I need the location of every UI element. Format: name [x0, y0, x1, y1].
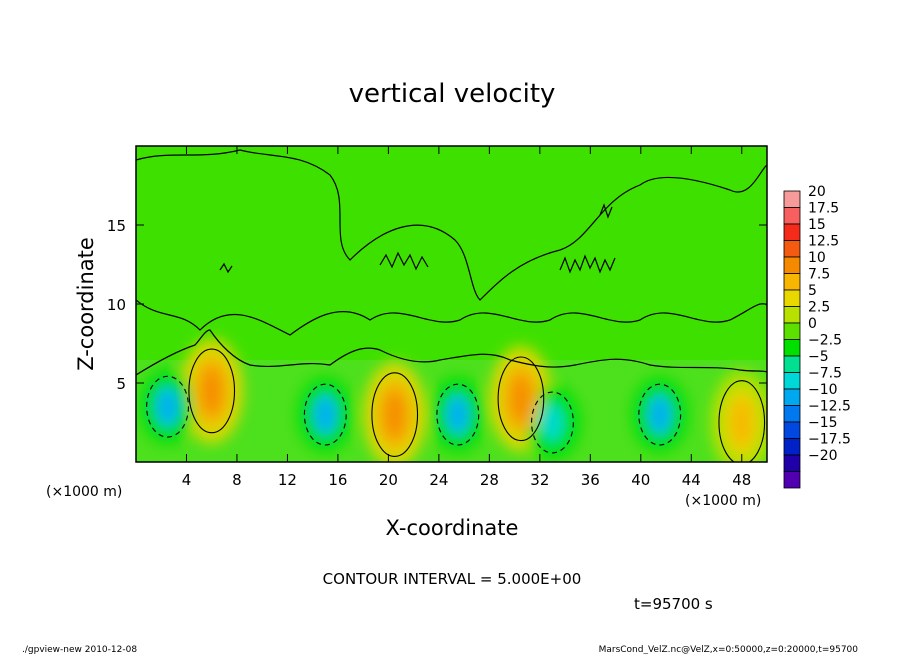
colorbar-segment — [783, 240, 801, 258]
colorbar-segment — [783, 289, 801, 307]
x-axis-ticks: 4 8 12 16 20 24 28 32 36 40 44 48 — [182, 146, 751, 489]
updraft-contour — [718, 380, 766, 462]
x-tick-label: 12 — [278, 471, 297, 489]
x-tick-label: 4 — [182, 471, 192, 489]
downdraft-contour — [531, 391, 574, 454]
x-axis-label: X-coordinate — [386, 516, 519, 540]
colorbar-label: −2.5 — [808, 333, 842, 349]
x-tick-label: 48 — [732, 471, 751, 489]
cell-contours — [146, 348, 766, 462]
colorbar-label: −15 — [808, 415, 838, 431]
downdraft-cell-peak — [157, 389, 178, 425]
colorbar-segment — [783, 471, 801, 489]
x-tick-label: 16 — [328, 471, 347, 489]
colorbar-label: −10 — [808, 382, 838, 398]
colorbar-segment — [783, 454, 801, 472]
colorbar-segment — [783, 421, 801, 439]
updraft-contour — [497, 356, 545, 442]
updraft-cell-peak — [510, 374, 532, 423]
downdraft-contour — [638, 383, 682, 446]
colorbar-segment — [783, 405, 801, 423]
colorbar-segment — [783, 223, 801, 241]
colorbar-label: 5 — [808, 283, 817, 299]
contour-line-upper — [136, 149, 767, 301]
colorbar-segment — [783, 190, 801, 208]
colorbar-segment — [783, 306, 801, 324]
downdraft-cell-peak — [315, 397, 336, 433]
x-tick-label: 20 — [379, 471, 398, 489]
footer-right: MarsCond_VelZ.nc@VelZ,x=0:50000,z=0:2000… — [599, 645, 859, 654]
x-tick-label: 32 — [530, 471, 549, 489]
colorbar-segment — [783, 388, 801, 406]
footer-left: ./gpview-new 2010-12-08 — [22, 645, 137, 654]
plot-area — [136, 146, 767, 462]
contour-lines — [136, 149, 767, 376]
colorbar-label: 7.5 — [808, 267, 830, 283]
updraft-cell-peak — [200, 366, 223, 416]
y-axis-label: Z-coordinate — [74, 237, 98, 371]
colorbar-segment — [783, 355, 801, 373]
downdraft-contour — [303, 383, 347, 446]
x-tick-label: 40 — [631, 471, 650, 489]
y-tick-label: 15 — [107, 217, 126, 235]
y-tick-label: 5 — [116, 375, 126, 393]
downdraft-contour — [146, 375, 190, 438]
x-tick-label: 36 — [581, 471, 600, 489]
colorbar-label: 15 — [808, 217, 826, 233]
downdraft-cell-peak — [447, 397, 468, 433]
contour-line-zigzag — [219, 203, 616, 274]
colorbar-segment — [783, 273, 801, 291]
time-label: t=95700 s — [634, 595, 713, 613]
colorbar-segment — [783, 322, 801, 340]
contour-interval: CONTOUR INTERVAL = 5.000E+00 — [323, 570, 582, 588]
contour-line-low — [136, 329, 767, 376]
x-unit-right: (×1000 m) — [685, 493, 761, 509]
y-tick-label: 10 — [107, 296, 126, 314]
colorbar-label: 10 — [808, 250, 826, 266]
colorbar-label: −20 — [808, 448, 838, 464]
x-tick-label: 24 — [429, 471, 448, 489]
colorbar-segment — [783, 372, 801, 390]
updraft-cell-peak — [383, 390, 406, 439]
colorbar-label: 2.5 — [808, 300, 830, 316]
downdraft-cell-peak — [542, 404, 563, 441]
x-tick-label: 8 — [232, 471, 242, 489]
colorbar-segment — [783, 339, 801, 357]
velocity-cell-cores — [149, 355, 761, 458]
colorbar-segment — [783, 207, 801, 225]
updraft-contour — [188, 348, 236, 434]
colorbar-label: −5 — [808, 349, 829, 365]
y-axis-ticks: 5 10 15 — [107, 217, 767, 393]
colorbar-label: −7.5 — [808, 366, 842, 382]
downdraft-contour — [436, 383, 480, 446]
contour-line-mid — [136, 299, 767, 336]
updraft-contour — [371, 372, 419, 457]
colorbar-label: 17.5 — [808, 201, 839, 217]
colorbar-label: 20 — [808, 184, 826, 200]
colorbar-label: −17.5 — [808, 432, 851, 448]
colorbar-segment — [783, 438, 801, 456]
downdraft-cell-peak — [649, 397, 670, 433]
colorbar-label: −12.5 — [808, 399, 851, 415]
colorbar-label: 0 — [808, 316, 817, 332]
colorbar-label: 12.5 — [808, 234, 839, 250]
colorbar: 2017.51512.5107.552.50−2.5−5−7.5−10−12.5… — [783, 184, 851, 489]
x-tick-label: 28 — [480, 471, 499, 489]
updraft-cell-peak — [730, 398, 753, 447]
colorbar-segment — [783, 256, 801, 274]
x-tick-label: 44 — [682, 471, 701, 489]
x-unit-left: (×1000 m) — [46, 484, 122, 500]
chart-title: vertical velocity — [349, 79, 556, 109]
